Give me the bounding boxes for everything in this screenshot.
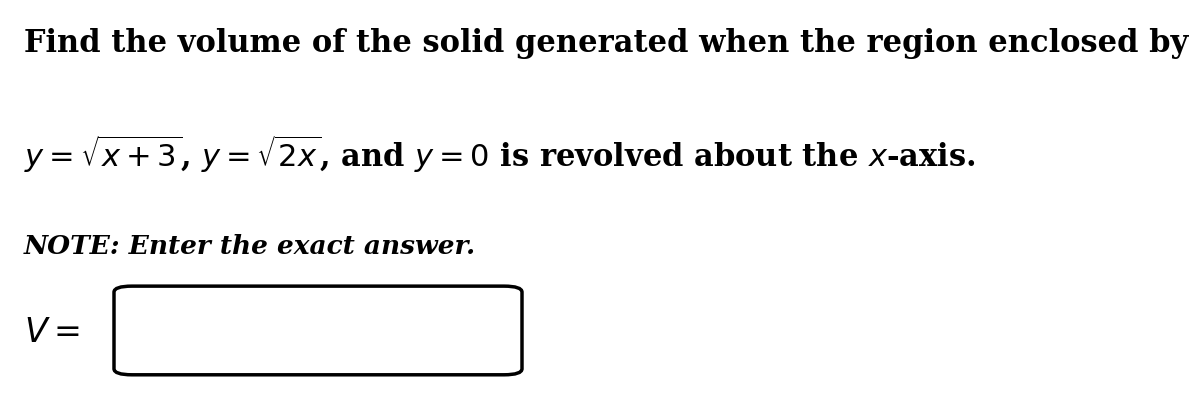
Text: $V =$: $V =$ [24,316,79,349]
Text: $y = \sqrt{x+3}$, $y = \sqrt{2x}$, and $y = 0$ is revolved about the $x$-axis.: $y = \sqrt{x+3}$, $y = \sqrt{2x}$, and $… [24,133,976,175]
FancyBboxPatch shape [114,286,522,375]
Text: NOTE: Enter the exact answer.: NOTE: Enter the exact answer. [24,234,476,259]
Text: Find the volume of the solid generated when the region enclosed by: Find the volume of the solid generated w… [24,28,1188,59]
